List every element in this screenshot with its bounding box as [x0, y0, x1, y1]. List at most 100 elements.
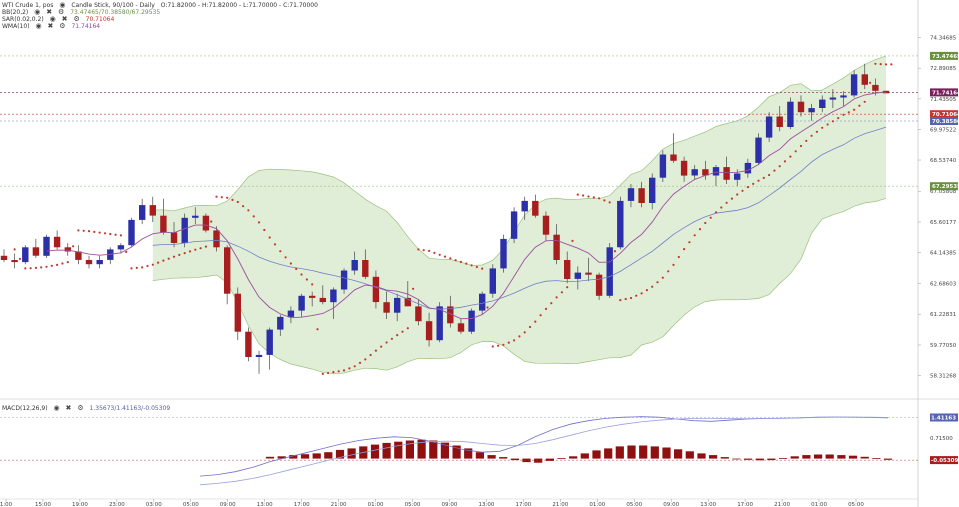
- macd-histogram-bar: [534, 458, 543, 463]
- gear-icon[interactable]: ⚙: [59, 22, 66, 30]
- sar-dot: [56, 263, 59, 266]
- macd-histogram-bar: [475, 452, 484, 459]
- macd-histogram-bar: [779, 458, 788, 459]
- candle-body: [479, 293, 486, 311]
- candle: [96, 255, 103, 269]
- candle: [649, 173, 656, 210]
- gear-icon[interactable]: ⚙: [58, 8, 65, 16]
- candle-body: [649, 177, 656, 203]
- x-tick-label: 17:00: [515, 502, 531, 507]
- candle-body: [53, 236, 61, 248]
- candle-body: [617, 200, 624, 248]
- candle: [64, 243, 71, 256]
- macd-histogram-bar: [289, 455, 298, 459]
- legend-wma: WMA(10) ◉ ✖ ⚙ 71.74164: [2, 22, 104, 31]
- eye-icon[interactable]: ◉: [59, 1, 66, 9]
- sar-dot: [82, 229, 85, 232]
- candle: [691, 165, 698, 180]
- sar-dot: [157, 261, 160, 264]
- candle: [840, 91, 847, 106]
- macd-histogram-bar: [335, 449, 345, 459]
- sar-dot: [486, 306, 489, 309]
- macd-histogram-bar: [557, 458, 566, 459]
- macd-histogram-bar: [883, 458, 893, 460]
- y-tick-label: 62.68603: [930, 281, 957, 287]
- macd-histogram-bar: [802, 455, 811, 459]
- sar-dot: [454, 259, 457, 262]
- sar-dot: [194, 248, 197, 251]
- candle: [245, 327, 252, 362]
- sar-dot: [783, 160, 787, 163]
- gear-icon[interactable]: ⚙: [77, 404, 84, 412]
- sar-dot: [40, 266, 43, 269]
- x-tick-label: 17:00: [294, 502, 310, 507]
- sar-dot: [449, 257, 452, 260]
- macd-histogram-bar: [569, 456, 578, 459]
- macd-histogram-bar: [860, 456, 869, 459]
- sar-dot: [66, 261, 69, 264]
- x-tick-label: 21:00: [331, 502, 347, 507]
- sar-dot: [884, 63, 888, 66]
- candle: [574, 266, 581, 290]
- close-icon[interactable]: ✖: [46, 8, 53, 16]
- price-badge-label: 70.71064: [932, 112, 959, 118]
- eye-icon[interactable]: ◉: [53, 404, 60, 412]
- macd-histogram-bar: [277, 456, 286, 459]
- price-badge: [930, 117, 958, 125]
- candle-body: [691, 169, 698, 176]
- sar-dot: [109, 232, 112, 236]
- eye-icon[interactable]: ◉: [34, 8, 41, 16]
- sar-dot: [422, 249, 425, 252]
- eye-icon[interactable]: ◉: [49, 15, 56, 23]
- macd-histogram-bar: [639, 445, 648, 459]
- candle: [224, 245, 231, 305]
- gear-icon[interactable]: ⚙: [73, 15, 80, 23]
- sar-dot: [805, 139, 808, 142]
- macd-histogram-bar: [755, 458, 764, 461]
- candle: [53, 230, 61, 250]
- sar-dot: [683, 248, 686, 251]
- close-icon[interactable]: ✖: [47, 22, 54, 30]
- macd-histogram-bar: [592, 450, 601, 459]
- candle-body: [425, 321, 433, 341]
- candle-body: [170, 232, 178, 243]
- sar-dot: [247, 209, 250, 212]
- y-tick-label: 74.34685: [930, 35, 957, 41]
- sar-dot: [603, 199, 606, 202]
- sar-dot: [651, 285, 654, 288]
- sar-dot: [566, 286, 569, 289]
- sar-dot: [879, 63, 882, 66]
- candle: [436, 302, 443, 343]
- macd-histogram-bar: [370, 444, 380, 459]
- sar-dot: [624, 297, 627, 301]
- sar-dot: [305, 278, 308, 281]
- candle: [617, 196, 624, 250]
- candle: [128, 217, 135, 248]
- legend-macd-label: MACD(12,26,9): [2, 405, 48, 412]
- sar-dot: [369, 353, 372, 357]
- candle-body: [96, 260, 103, 265]
- macd-histogram-bar: [744, 458, 753, 460]
- candle: [139, 198, 146, 225]
- sar-dot: [709, 216, 712, 219]
- sar-dot: [34, 266, 38, 269]
- close-icon[interactable]: ✖: [65, 404, 72, 412]
- eye-icon[interactable]: ◉: [35, 22, 42, 30]
- candle: [744, 158, 752, 178]
- candle-body: [383, 302, 390, 313]
- close-icon[interactable]: ✖: [61, 15, 68, 23]
- candle-body: [532, 200, 539, 216]
- candle-body: [723, 167, 730, 180]
- macd-histogram-bar: [674, 449, 683, 459]
- candle-body: [213, 230, 220, 248]
- sar-dot: [337, 370, 340, 373]
- sar-dot: [656, 281, 659, 284]
- macd-histogram-bar: [580, 453, 589, 459]
- candle-body: [0, 255, 8, 260]
- sar-dot: [428, 249, 431, 252]
- sar-dot: [741, 189, 744, 192]
- candle: [861, 63, 868, 90]
- bb-lower-line: [152, 198, 887, 375]
- y-tick-label: 71.43505: [930, 97, 957, 103]
